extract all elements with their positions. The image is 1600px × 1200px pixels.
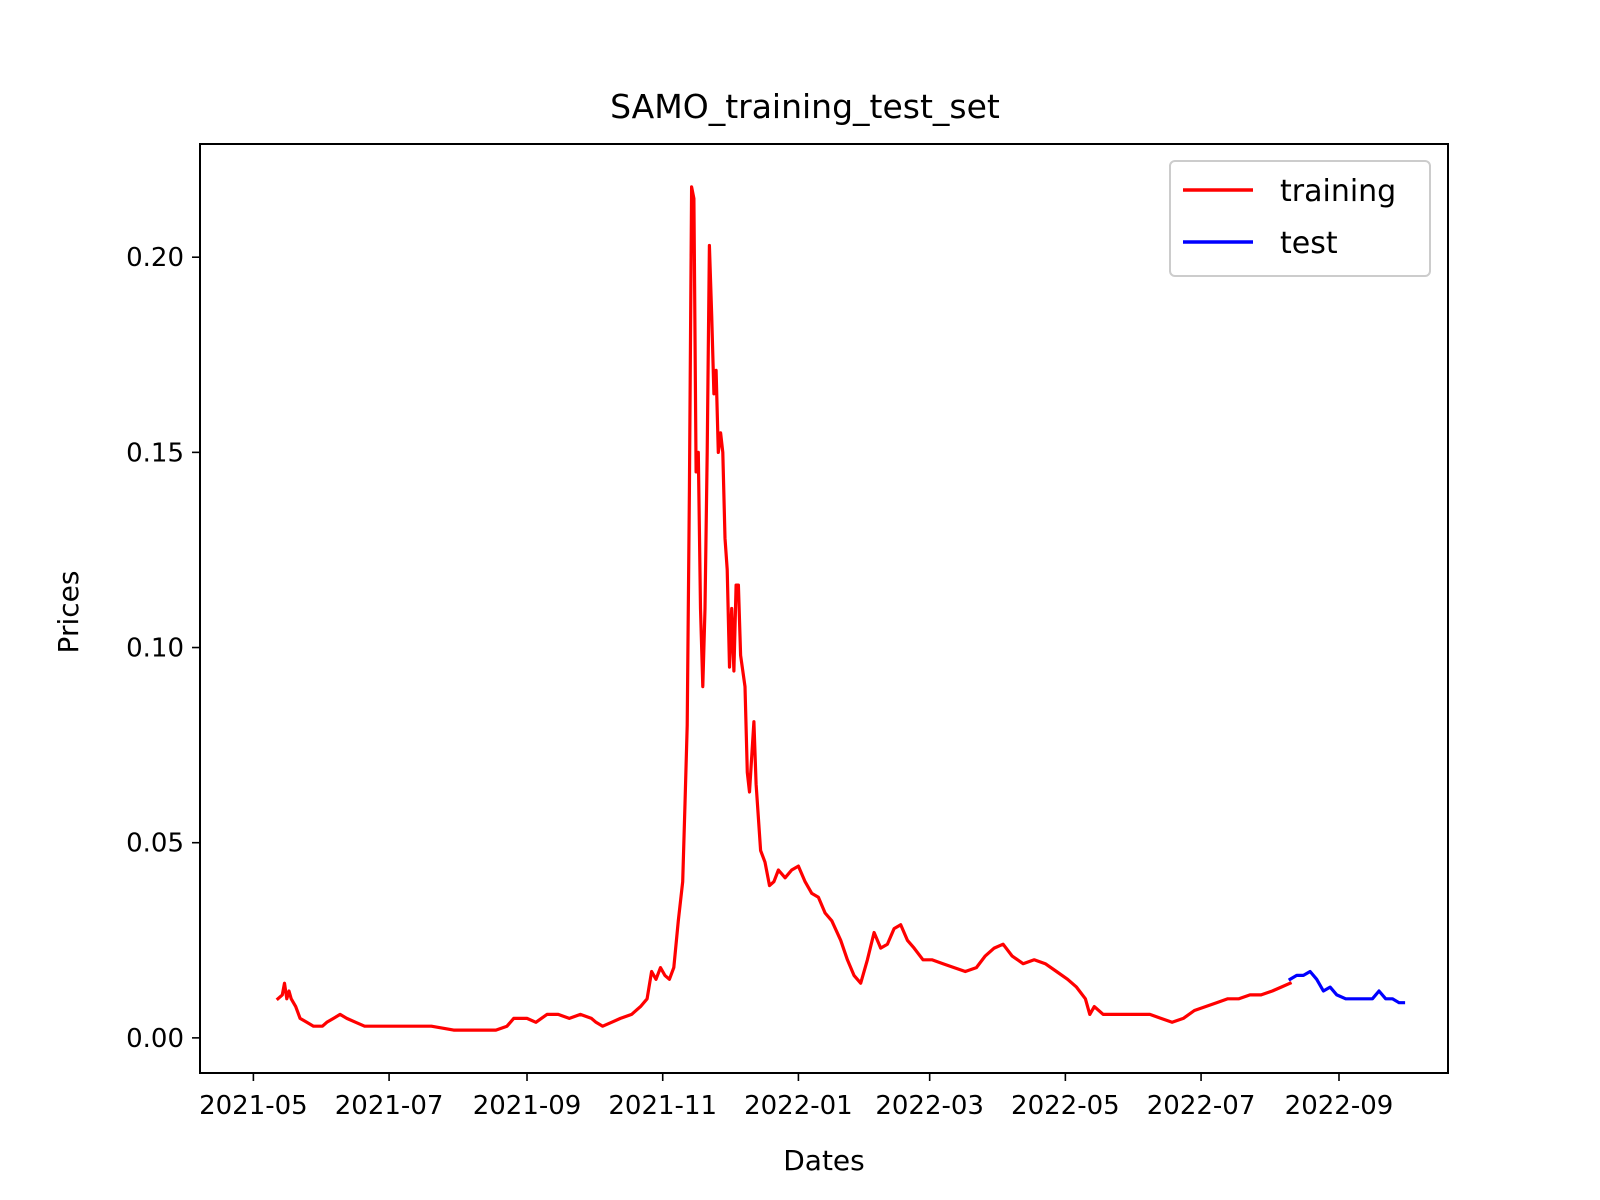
x-tick-label: 2021-09 bbox=[473, 1091, 582, 1121]
y-axis: 0.00 0.05 0.10 0.15 0.20 bbox=[126, 243, 200, 1054]
plot-frame bbox=[199, 143, 1449, 1074]
legend: training test bbox=[1169, 160, 1431, 277]
y-tick-label: 0.00 bbox=[126, 1024, 184, 1054]
series-line-training bbox=[275, 185, 1293, 1032]
x-tick-label: 2021-11 bbox=[608, 1091, 717, 1121]
x-tick-label: 2022-05 bbox=[1011, 1091, 1120, 1121]
legend-label-test: test bbox=[1280, 226, 1338, 261]
chart-title: SAMO_training_test_set bbox=[610, 87, 1000, 126]
y-axis-label: Prices bbox=[52, 571, 85, 654]
y-tick-label: 0.05 bbox=[126, 829, 184, 859]
series-line-test bbox=[1287, 969, 1406, 1005]
x-tick-label: 2021-05 bbox=[199, 1091, 308, 1121]
x-tick-label: 2022-09 bbox=[1285, 1091, 1394, 1121]
x-tick-label: 2022-01 bbox=[744, 1091, 853, 1121]
series-layer bbox=[275, 185, 1406, 1032]
x-tick-label: 2022-07 bbox=[1147, 1091, 1256, 1121]
x-tick-label: 2022-03 bbox=[875, 1091, 984, 1121]
y-tick-label: 0.10 bbox=[126, 634, 184, 664]
x-tick-label: 2021-07 bbox=[335, 1091, 444, 1121]
x-axis: 2021-05 2021-07 2021-09 2021-11 2022-01 2022-… bbox=[199, 1073, 1393, 1121]
y-tick-label: 0.20 bbox=[126, 243, 184, 273]
legend-label-training: training bbox=[1280, 174, 1396, 209]
x-axis-label: Dates bbox=[783, 1144, 865, 1177]
y-tick-label: 0.15 bbox=[126, 438, 184, 468]
